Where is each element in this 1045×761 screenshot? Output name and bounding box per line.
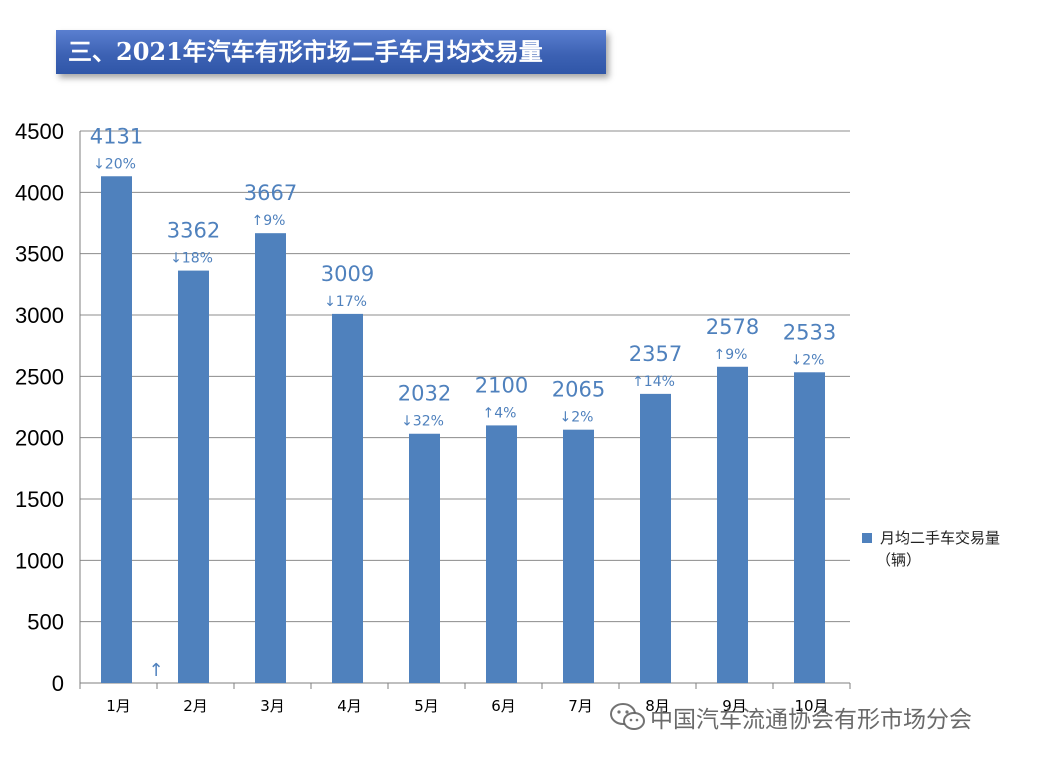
y-tick-label: 3500 [15,242,64,267]
stray-arrow-mark: ↑ [148,660,163,681]
x-tick-label: 9月 [722,697,747,715]
x-tick-label: 1月 [106,697,131,715]
value-label: 2578 [706,315,759,339]
y-tick-label: 3000 [15,303,64,328]
x-tick-label: 4月 [337,697,362,715]
bar [563,429,594,683]
wechat-icon [610,703,645,730]
y-tick-label: 4000 [15,180,64,205]
x-tick-label: 7月 [568,697,593,715]
legend: 月均二手车交易量 （辆） [862,527,1042,571]
change-label: ↑9% [252,213,286,229]
y-tick-label: 1000 [15,548,64,573]
watermark: 中国汽车流通协会有形市场分会 [608,697,972,737]
y-tick-label: 1500 [15,487,64,512]
chart-title: 三、2021年汽车有形市场二手车月均交易量 [56,30,606,74]
watermark-text: 中国汽车流通协会有形市场分会 [650,707,972,733]
value-label: 4131 [90,124,143,148]
bar [332,313,363,683]
bar [717,366,748,683]
value-label: 2533 [783,320,836,344]
legend-unit: （辆） [876,551,922,569]
change-label: ↑14% [632,374,675,390]
x-tick-label: 5月 [414,697,439,715]
value-label: 2357 [629,342,682,366]
x-tick-label: 3月 [260,697,285,715]
value-label: 2065 [552,378,605,402]
y-tick-label: 500 [27,610,64,635]
bar [409,433,440,683]
change-label: ↓2% [791,352,825,368]
y-tick-label: 2500 [15,364,64,389]
value-label: 3362 [167,219,220,243]
bar [486,425,517,683]
change-label: ↑4% [483,405,517,421]
change-label: ↓20% [93,156,136,172]
change-label: ↓2% [560,410,594,426]
y-tick-label: 2000 [15,426,64,451]
value-label: 3667 [244,181,297,205]
bar [178,270,209,683]
legend-label: 月均二手车交易量 [880,529,1001,547]
x-tick-label: 8月 [645,697,670,715]
y-tick-label: 0 [52,671,64,696]
change-label: ↓18% [170,251,213,267]
value-label: 2032 [398,382,451,406]
x-tick-label: 6月 [491,697,516,715]
change-label: ↑9% [714,347,748,363]
change-label: ↓32% [401,414,444,430]
bar [794,372,825,683]
bar [101,176,132,684]
bar [255,233,286,683]
value-label: 3009 [321,262,374,286]
x-tick-label: 2月 [183,697,208,715]
x-tick-label: 10月 [794,697,828,715]
value-label: 2100 [475,373,528,397]
y-tick-label: 4500 [15,119,64,144]
bar [640,393,671,683]
legend-swatch [862,533,872,543]
change-label: ↓17% [324,294,367,310]
